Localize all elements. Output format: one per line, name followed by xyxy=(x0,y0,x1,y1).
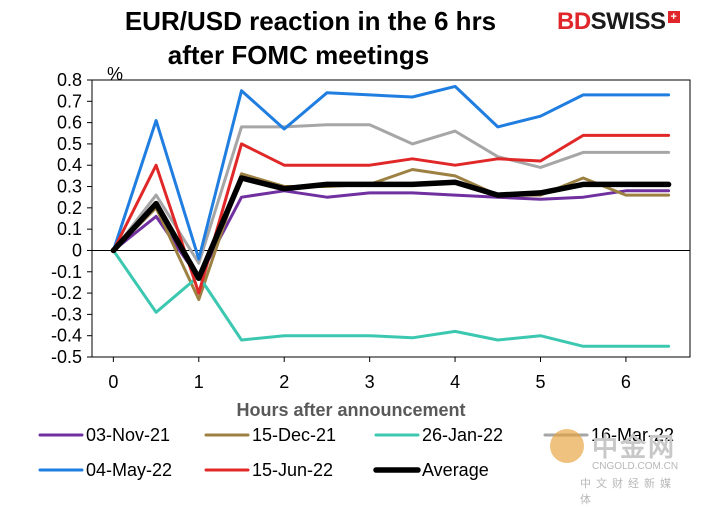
y-tick-label: 0.5 xyxy=(57,134,82,154)
watermark: 中金网 CNGOLD.COM.CN 中文财经新媒体 xyxy=(540,425,690,506)
y-tick-label: -0.2 xyxy=(51,283,82,303)
series-line-04-may-22 xyxy=(111,84,671,261)
watermark-tagline: 中文财经新媒体 xyxy=(580,478,676,506)
x-tick-label: 5 xyxy=(535,372,545,392)
legend-label: 15-Dec-21 xyxy=(252,425,336,445)
legend-label: 26-Jan-22 xyxy=(422,425,503,445)
brand-bd: BD xyxy=(557,8,591,35)
x-tick-label: 1 xyxy=(194,372,204,392)
watermark-name: 中金网 xyxy=(592,433,677,463)
legend-label: Average xyxy=(422,460,489,480)
legend-label: 04-May-22 xyxy=(86,460,172,480)
y-tick-label: 0.2 xyxy=(57,198,82,218)
x-tick-label: 2 xyxy=(279,372,289,392)
x-tick-label: 3 xyxy=(365,372,375,392)
y-axis-label: % xyxy=(107,64,123,84)
x-tick-label: 0 xyxy=(108,372,118,392)
y-tick-label: 0.7 xyxy=(57,91,82,111)
x-tick-label: 4 xyxy=(450,372,460,392)
legend-label: 03-Nov-21 xyxy=(86,425,170,445)
y-tick-label: 0.8 xyxy=(57,70,82,90)
y-tick-label: -0.4 xyxy=(51,326,82,346)
series-line-03-nov-21 xyxy=(111,189,671,280)
legend: 03-Nov-21 15-Dec-21 26-Jan-22 16-Mar-22 04-M… xyxy=(38,425,674,480)
watermark-coin-icon xyxy=(550,429,584,463)
y-tick-label: 0.3 xyxy=(57,177,82,197)
series-layer xyxy=(110,84,672,348)
x-axis-label: Hours after announcement xyxy=(236,400,465,420)
y-tick-label: 0.6 xyxy=(57,113,82,133)
chart-title-line-2: after FOMC meetings xyxy=(167,40,430,70)
x-tick-label: 6 xyxy=(621,372,631,392)
y-tick-label: 0.1 xyxy=(57,219,82,239)
y-tick-label: -0.1 xyxy=(51,262,82,282)
brand-logo: BDSWISS + xyxy=(557,8,680,36)
series-line-16-mar-22 xyxy=(111,123,671,265)
y-tick-label: 0.4 xyxy=(57,155,82,175)
plot-border xyxy=(91,79,691,358)
series-line-average xyxy=(110,175,672,281)
brand-cross-icon: + xyxy=(667,11,680,23)
series-line-15-dec-21 xyxy=(111,168,671,301)
y-tick-label: -0.5 xyxy=(51,347,82,367)
brand-swiss: SWISS xyxy=(590,8,666,35)
y-tick-label: 0 xyxy=(72,240,82,260)
legend-label: 15-Jun-22 xyxy=(252,460,333,480)
legend-label: 16-Mar-22 xyxy=(591,425,674,445)
axes: -0.5-0.4-0.3-0.2-0.100.10.20.30.40.50.60… xyxy=(51,64,691,420)
y-tick-label: -0.3 xyxy=(51,304,82,324)
series-line-26-jan-22 xyxy=(111,249,671,348)
watermark-url: CNGOLD.COM.CN xyxy=(592,461,679,472)
chart-title-line-1: EUR/USD reaction in the 6 hrs xyxy=(124,6,497,36)
